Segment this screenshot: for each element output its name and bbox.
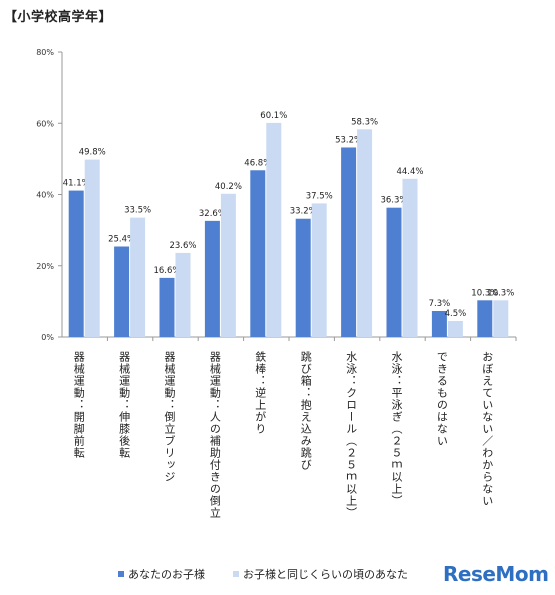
bar-series1 [114,246,130,337]
data-label: 25.4% [108,235,135,245]
x-category-label: 水泳：平泳ぎ（２５ｍ以上） [390,351,403,507]
legend-item-series2: お子様と同じくらいの頃のあなた [233,566,408,582]
bar-series1 [250,170,266,337]
data-label: 53.2% [335,135,362,145]
legend-item-series1: あなたのお子様 [118,566,205,582]
x-category-label: 跳び箱：抱え込み跳び [299,350,312,471]
data-label: 10.3% [487,288,514,298]
bar-series2 [447,320,463,337]
chart-legend: あなたのお子様 お子様と同じくらいの頃のあなた [118,566,408,582]
data-label: 4.5% [445,309,467,319]
bar-series2 [266,122,282,337]
y-tick-label: 40% [36,191,54,200]
x-category-label: 器械運動：開脚前転 [72,351,85,459]
bar-series1 [431,310,447,337]
data-label: 40.2% [215,182,242,192]
data-label: 7.3% [429,299,451,309]
bar-series2 [84,159,100,337]
x-category-label: 器械運動：倒立ブリッジ [163,351,176,483]
y-tick-label: 0% [41,333,54,342]
y-tick-label: 80% [36,48,54,57]
x-category-label: できるものはない [435,351,448,447]
data-label: 58.3% [351,117,378,127]
data-label: 36.3% [380,196,407,206]
bar-series1 [341,147,357,337]
x-category-label: 器械運動：伸膝後転 [118,351,131,459]
resemom-logo: ReseMom [443,562,549,586]
bar-series1 [204,220,220,337]
legend-label-series2: お子様と同じくらいの頃のあなた [243,568,408,581]
data-label: 60.1% [260,111,287,121]
bar-series2 [402,178,418,337]
bar-series1 [386,207,402,337]
x-category-label: 鉄棒：逆上がり [254,350,267,435]
x-category-label: おぼえていない／わからない [481,351,494,507]
data-label: 10.3% [471,288,498,298]
data-label: 32.6% [199,209,226,219]
data-label: 44.4% [396,167,423,177]
data-label: 37.5% [306,191,333,201]
bar-series2 [175,252,191,337]
bar-series2 [357,129,373,337]
data-label: 23.6% [169,241,196,251]
x-category-label: 水泳：クロール（２５ｍ以上） [345,351,358,519]
bar-series2 [311,203,327,337]
y-tick-label: 20% [36,262,54,271]
legend-label-series1: あなたのお子様 [128,568,205,581]
data-label: 41.1% [63,179,90,189]
data-label: 33.2% [290,207,317,217]
y-tick-label: 60% [36,119,54,128]
legend-swatch-series2 [233,571,239,577]
bar-series2 [220,193,236,337]
data-label: 33.5% [124,206,151,216]
bar-series1 [68,190,84,337]
x-category-label: 器械運動：人の補助付きの倒立 [208,351,221,519]
bar-series1 [159,277,175,337]
bar-series1 [477,300,493,337]
bar-series2 [130,217,146,337]
data-label: 46.8% [244,158,271,168]
bar-series1 [295,218,311,337]
legend-swatch-series1 [118,571,124,577]
data-label: 16.6% [153,266,180,276]
data-label: 49.8% [79,148,106,158]
page-title: 【小学校高学年】 [4,10,113,25]
bar-series2 [493,300,509,337]
